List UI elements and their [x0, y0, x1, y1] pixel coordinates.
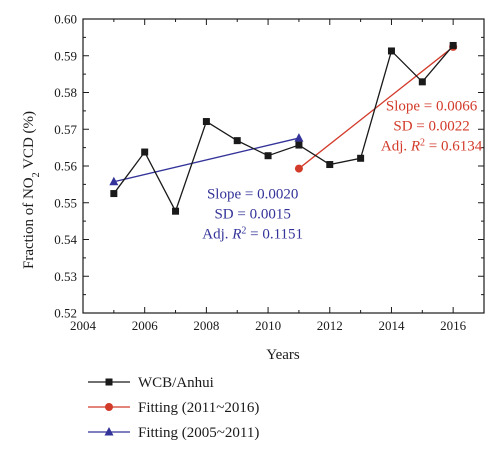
x-tick-label: 2008 [193, 318, 219, 333]
fit-annotation-2: Slope = 0.0020 SD = 0.0015 Adj. R2 = 0.115… [202, 186, 303, 242]
data-point-wcb-anhui [110, 190, 118, 198]
series-line-fitting-2011-2016 [298, 46, 454, 170]
x-tick-label: 2006 [132, 318, 159, 333]
legend-marker-fitting-2005-2011 [104, 427, 114, 436]
legend: WCB/Anhui Fitting (2011~2016) Fitting (200… [88, 375, 259, 441]
x-tick-label: 2014 [378, 318, 405, 333]
y-tick-label: 0.56 [54, 159, 77, 174]
x-tick-label: 2016 [440, 318, 467, 333]
y-tick-label: 0.57 [54, 122, 77, 137]
axes-group: 2004 2006 2008 2010 2012 2014 2016 0.52 0.53 0.54… [54, 12, 485, 333]
annotation-r2-prefix: Adj. [381, 139, 411, 155]
y-axis-label-main: Fraction of NO [21, 177, 37, 269]
annotation-adj-r2: Adj. R2 = 0.1151 [202, 225, 303, 243]
annotation-r2-symbol: R [410, 139, 420, 155]
y-tick-label: 0.60 [54, 12, 77, 27]
y-tick-label: 0.58 [54, 85, 77, 100]
legend-marker-fitting-2011-2016 [105, 403, 113, 411]
legend-label-fitting-2005-2011: Fitting (2005~2011) [138, 425, 259, 441]
data-point-wcb-anhui [326, 161, 334, 169]
data-point-wcb-anhui [202, 118, 210, 126]
annotation-slope: Slope = 0.0066 [386, 99, 478, 115]
series-line-wcb-anhui [113, 45, 454, 213]
legend-marker-wcb-anhui [105, 378, 113, 386]
data-point-wcb-anhui [295, 141, 303, 149]
plot-frame [82, 18, 485, 314]
annotation-sd: SD = 0.0022 [393, 119, 469, 135]
data-point-wcb-anhui [387, 47, 395, 55]
data-point-wcb-anhui [141, 148, 149, 156]
annotation-r2-symbol: R [231, 226, 241, 242]
y-tick-label: 0.59 [54, 48, 77, 63]
data-point-fitting-2005-2011 [109, 176, 119, 186]
y-tick-label: 0.54 [54, 232, 77, 247]
x-tick-label: 2012 [317, 318, 343, 333]
y-tick-label: 0.52 [54, 306, 77, 321]
data-point-fitting-2005-2011 [294, 133, 304, 142]
plot-marks [109, 41, 458, 215]
annotation-r2-value: = 0.1151 [246, 226, 303, 242]
legend-label-fitting-2011-2016: Fitting (2011~2016) [138, 400, 259, 416]
annotation-r2-exponent: 2 [420, 137, 425, 148]
fit-annotation-1: Slope = 0.0066 SD = 0.0022 Adj. R2 = 0.613… [381, 99, 483, 155]
data-point-wcb-anhui [172, 207, 180, 215]
data-point-wcb-anhui [357, 154, 365, 162]
x-tick-label: 2004 [70, 318, 97, 333]
data-point-wcb-anhui [449, 41, 457, 49]
annotation-r2-prefix: Adj. [202, 226, 232, 242]
y-axis-label-subscript: 2 [31, 172, 42, 177]
x-axis-label: Years [266, 347, 300, 363]
x-tick-label: 2010 [255, 318, 281, 333]
data-point-wcb-anhui [264, 152, 272, 160]
annotation-r2-value: = 0.6134 [425, 139, 483, 155]
y-axis-label: Fraction of NO2 VCD (%) [21, 111, 42, 269]
y-axis-label-unit: VCD (%) [21, 111, 37, 172]
annotation-r2-exponent: 2 [241, 225, 246, 236]
data-point-wcb-anhui [418, 78, 426, 86]
legend-label-wcb-anhui: WCB/Anhui [138, 375, 214, 391]
data-point-wcb-anhui [233, 137, 241, 145]
y-tick-label: 0.53 [54, 269, 77, 284]
annotation-adj-r2: Adj. R2 = 0.6134 [381, 137, 483, 155]
y-tick-label: 0.55 [54, 195, 77, 210]
annotation-sd: SD = 0.0015 [214, 206, 290, 222]
annotation-slope: Slope = 0.0020 [207, 186, 298, 202]
data-point-fitting-2011-2016 [294, 164, 303, 173]
axis-labels-group: Years Fraction of NO2 VCD (%) [21, 111, 300, 363]
series-line-fitting-2005-2011 [113, 137, 300, 183]
